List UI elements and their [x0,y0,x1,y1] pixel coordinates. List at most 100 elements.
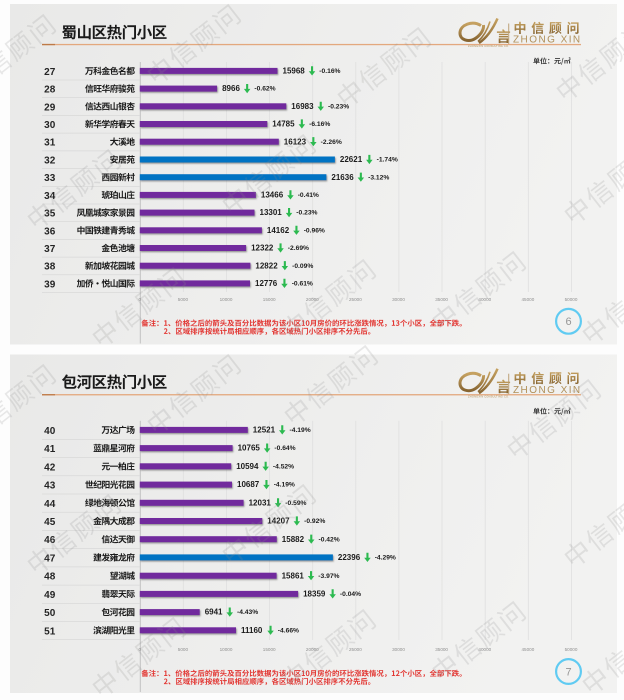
svg-text:-0.23%: -0.23% [296,210,317,217]
svg-text:40: 40 [44,426,56,437]
svg-text:-4.19%: -4.19% [290,427,311,434]
svg-text:-2.69%: -2.69% [288,245,309,252]
svg-text:12521: 12521 [253,426,276,435]
svg-text:5000: 5000 [178,647,189,652]
svg-text:6: 6 [565,316,571,328]
svg-text:32: 32 [44,156,56,167]
svg-text:35000: 35000 [435,297,448,302]
svg-text:-0.64%: -0.64% [274,445,295,452]
svg-text:50: 50 [44,608,56,619]
svg-text:ZHONG XIN: ZHONG XIN [513,35,582,46]
svg-text:-4.52%: -4.52% [273,463,294,470]
svg-text:6941: 6941 [205,608,223,617]
svg-text:0: 0 [139,297,142,302]
svg-text:25000: 25000 [349,647,362,652]
svg-text:33: 33 [44,173,56,184]
svg-text:12322: 12322 [251,244,274,253]
svg-text:29: 29 [44,102,56,113]
svg-text:42: 42 [44,462,56,473]
svg-text:41: 41 [44,444,56,455]
svg-text:ZHONGXIN CONSULTING CO.: ZHONGXIN CONSULTING CO. [468,44,509,48]
svg-text:-3.12%: -3.12% [368,174,389,181]
svg-text:-0.41%: -0.41% [298,192,319,199]
svg-text:30000: 30000 [392,297,405,302]
svg-text:35: 35 [44,209,56,220]
svg-text:-2.26%: -2.26% [321,139,342,146]
svg-text:-4.29%: -4.29% [375,555,396,562]
svg-text:-0.23%: -0.23% [328,103,349,110]
svg-text:27: 27 [44,67,56,78]
svg-text:12031: 12031 [249,498,272,507]
svg-text:-0.16%: -0.16% [319,68,340,75]
svg-text:49: 49 [44,590,56,601]
svg-text:-0.62%: -0.62% [254,86,275,93]
svg-text:46: 46 [44,535,56,546]
svg-text:22396: 22396 [338,553,361,562]
svg-text:-4.66%: -4.66% [278,627,299,634]
svg-text:15000: 15000 [263,647,276,652]
svg-text:10594: 10594 [236,462,259,471]
svg-text:-0.42%: -0.42% [319,536,340,543]
svg-text:12776: 12776 [255,279,278,288]
svg-text:39: 39 [44,279,56,290]
svg-text:-6.16%: -6.16% [309,121,330,128]
svg-text:10765: 10765 [238,444,261,453]
svg-text:8966: 8966 [222,84,240,93]
svg-text:25000: 25000 [349,297,362,302]
svg-text:-1.74%: -1.74% [377,157,398,164]
svg-text:22621: 22621 [340,155,363,164]
svg-text:21636: 21636 [331,173,354,182]
svg-text:ZHONGXIN CONSULTING CO.: ZHONGXIN CONSULTING CO. [468,394,509,398]
svg-text:36: 36 [44,226,56,237]
svg-text:-4.43%: -4.43% [237,609,258,616]
svg-text:15968: 15968 [283,67,306,76]
svg-text:48: 48 [44,572,56,583]
svg-text:10000: 10000 [220,647,233,652]
svg-text:45000: 45000 [522,647,535,652]
svg-text:5000: 5000 [178,297,189,302]
svg-text:30: 30 [44,120,56,131]
svg-text:50000: 50000 [565,297,578,302]
svg-text:14162: 14162 [267,226,290,235]
svg-text:18359: 18359 [303,590,326,599]
svg-text:12822: 12822 [255,261,278,270]
svg-text:14785: 14785 [272,120,295,129]
svg-text:38: 38 [44,262,56,273]
svg-text:-4.19%: -4.19% [274,482,295,489]
svg-text:37: 37 [44,244,56,255]
svg-text:50000: 50000 [565,647,578,652]
svg-text:7: 7 [565,666,571,678]
svg-text:0: 0 [139,647,142,652]
svg-text:13466: 13466 [261,191,284,200]
svg-text:30000: 30000 [392,647,405,652]
svg-text:-0.61%: -0.61% [292,281,313,288]
svg-text:13301: 13301 [260,208,283,217]
svg-text:-0.92%: -0.92% [304,518,325,525]
svg-text:43: 43 [44,481,56,492]
svg-text:35000: 35000 [435,647,448,652]
svg-text:20000: 20000 [306,297,319,302]
svg-text:40000: 40000 [478,297,491,302]
svg-text:20000: 20000 [306,647,319,652]
svg-text:10687: 10687 [237,480,260,489]
svg-text:15861: 15861 [282,571,305,580]
svg-text:28: 28 [44,85,56,96]
svg-text:15882: 15882 [282,535,305,544]
svg-text:31: 31 [44,138,56,149]
svg-text:15000: 15000 [263,297,276,302]
svg-text:-0.96%: -0.96% [304,227,325,234]
svg-text:45000: 45000 [522,297,535,302]
svg-text:-0.59%: -0.59% [285,500,306,507]
svg-text:51: 51 [44,626,56,637]
svg-text:11160: 11160 [241,626,263,635]
svg-text:45: 45 [44,517,56,528]
svg-text:44: 44 [44,499,56,510]
svg-text:ZHONG XIN: ZHONG XIN [513,385,582,396]
svg-text:-0.09%: -0.09% [292,263,313,270]
svg-text:34: 34 [44,191,56,202]
svg-text:-3.97%: -3.97% [318,573,339,580]
svg-text:16983: 16983 [291,102,314,111]
svg-text:40000: 40000 [478,647,491,652]
svg-text:10000: 10000 [220,297,233,302]
svg-text:-0.04%: -0.04% [340,591,361,598]
